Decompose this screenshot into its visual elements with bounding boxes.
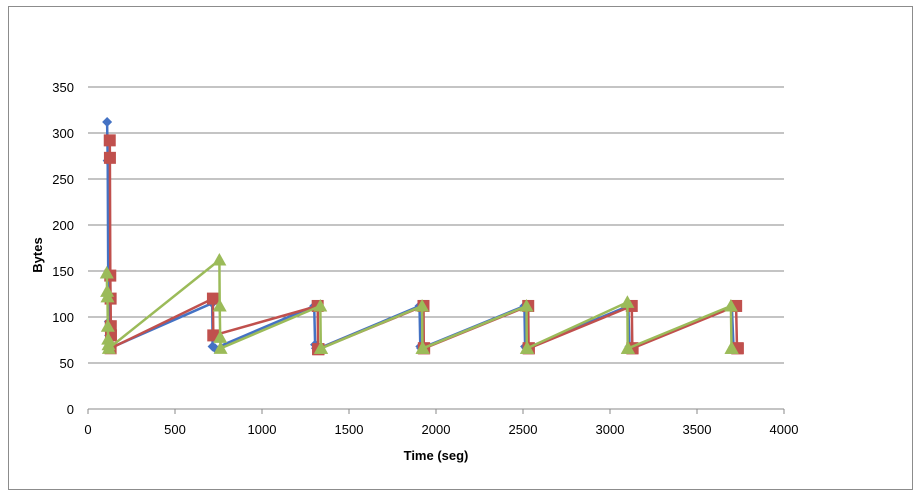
x-axis-title: Time (seg) (404, 448, 469, 463)
data-point (102, 116, 113, 127)
series-3 (99, 252, 739, 354)
x-tick-label: 2000 (422, 422, 451, 437)
data-point (103, 134, 116, 147)
data-point (213, 341, 228, 354)
data-point (101, 341, 116, 354)
x-tick-label: 4000 (770, 422, 799, 437)
data-point (415, 341, 430, 354)
data-point (103, 151, 116, 164)
x-tick-label: 3000 (596, 422, 625, 437)
data-point (314, 341, 329, 354)
data-point (100, 289, 115, 303)
data-point (520, 341, 535, 354)
y-tick-label: 200 (52, 218, 74, 233)
y-tick-label: 300 (52, 126, 74, 141)
y-tick-label: 150 (52, 264, 74, 279)
data-point (212, 298, 227, 312)
y-tick-label: 0 (67, 402, 74, 417)
x-tick-label: 3500 (683, 422, 712, 437)
y-tick-label: 250 (52, 172, 74, 187)
x-tick-label: 0 (84, 422, 91, 437)
data-point (621, 341, 636, 354)
data-point (313, 298, 328, 312)
y-tick-label: 100 (52, 310, 74, 325)
y-tick-label: 50 (60, 356, 74, 371)
data-point (212, 252, 227, 266)
data-point (206, 292, 219, 305)
data-point (620, 295, 635, 308)
x-tick-label: 500 (164, 422, 186, 437)
series-group (99, 116, 744, 356)
data-point (100, 319, 115, 332)
data-point (723, 298, 738, 312)
data-point (415, 298, 430, 312)
data-point (213, 330, 228, 343)
x-tick-label: 1500 (335, 422, 364, 437)
series-line (108, 140, 739, 351)
data-point (519, 298, 534, 312)
series-2 (103, 134, 744, 356)
x-tick-label: 2500 (509, 422, 538, 437)
y-axis-title: Bytes (30, 237, 45, 272)
y-tick-label: 350 (52, 80, 74, 95)
data-point (724, 341, 739, 354)
gridlines (88, 86, 784, 364)
x-tick-label: 1000 (248, 422, 277, 437)
data-point (99, 265, 114, 279)
